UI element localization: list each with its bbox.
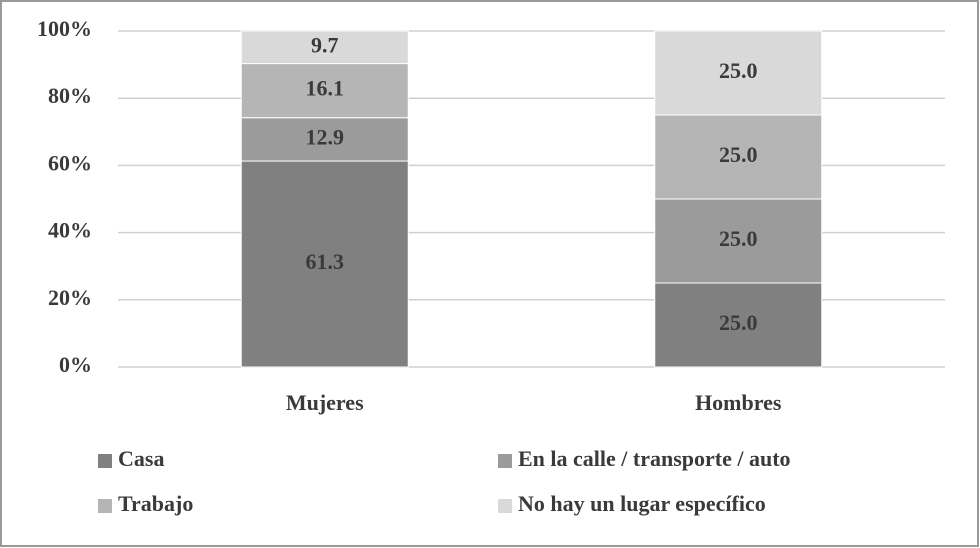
data-label: 9.7: [311, 32, 339, 57]
legend-swatch: [498, 499, 512, 513]
x-tick-label: Mujeres: [286, 390, 364, 415]
y-tick-label: 0%: [59, 352, 92, 377]
legend-label: Trabajo: [118, 491, 193, 516]
y-tick-label: 60%: [48, 150, 92, 175]
bar-segment: [240, 30, 409, 65]
x-tick-label: Hombres: [695, 390, 782, 415]
data-label: 25.0: [719, 226, 758, 251]
data-label: 61.3: [306, 249, 345, 274]
bar-segment: [654, 198, 823, 284]
bar-segment: [654, 30, 823, 116]
legend-swatch: [498, 454, 512, 468]
y-tick-label: 80%: [48, 83, 92, 108]
bar-segment: [654, 114, 823, 200]
y-tick-label: 100%: [37, 16, 92, 41]
bar-segment: [240, 160, 409, 368]
legend-swatch: [98, 499, 112, 513]
data-label: 25.0: [719, 58, 758, 83]
bar-segment: [654, 282, 823, 368]
legend-swatch: [98, 454, 112, 468]
data-label: 25.0: [719, 310, 758, 335]
data-label: 16.1: [306, 76, 345, 101]
bar-segment: [240, 117, 409, 162]
legend-label: En la calle / transporte / auto: [518, 446, 791, 471]
data-label: 12.9: [306, 124, 345, 149]
data-label: 25.0: [719, 142, 758, 167]
legend-label: No hay un lugar específico: [518, 491, 766, 516]
y-tick-label: 20%: [48, 285, 92, 310]
y-tick-label: 40%: [48, 218, 92, 243]
legend-label: Casa: [118, 446, 164, 471]
